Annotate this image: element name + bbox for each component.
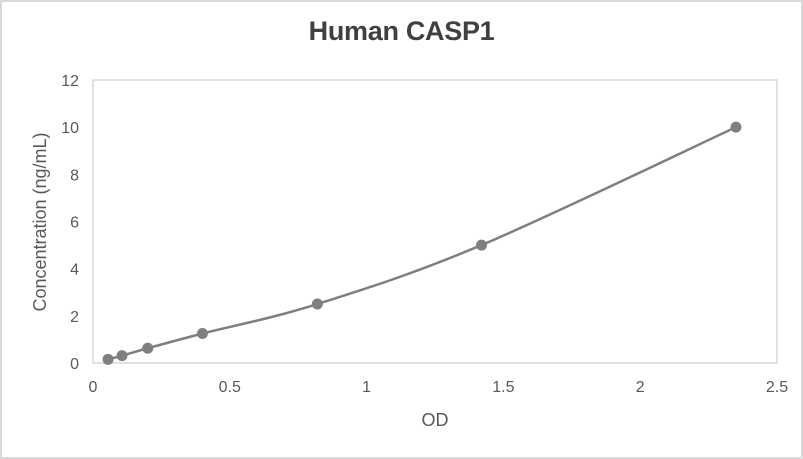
y-tick-label: 10 bbox=[61, 120, 79, 137]
x-axis-label: OD bbox=[422, 410, 449, 430]
data-point-marker bbox=[730, 121, 742, 133]
x-tick-label: 0 bbox=[89, 379, 98, 396]
y-tick-label: 12 bbox=[61, 73, 79, 90]
x-tick-label: 2 bbox=[636, 379, 645, 396]
y-axis-ticks: 0 2 4 6 8 10 12 bbox=[61, 73, 79, 373]
x-axis-ticks: 0 0.5 1 1.5 2 2.5 bbox=[89, 379, 789, 396]
data-point-marker bbox=[142, 342, 154, 354]
series-line bbox=[107, 126, 737, 361]
x-tick-label: 1.5 bbox=[492, 379, 514, 396]
y-tick-label: 8 bbox=[70, 167, 79, 184]
y-tick-label: 2 bbox=[70, 309, 79, 326]
y-tick-label: 0 bbox=[70, 356, 79, 373]
y-tick-label: 6 bbox=[70, 215, 79, 232]
series-markers bbox=[102, 121, 742, 365]
data-point-marker bbox=[116, 350, 128, 362]
x-tick-label: 2.5 bbox=[766, 379, 788, 396]
x-tick-label: 0.5 bbox=[219, 379, 241, 396]
data-point-marker bbox=[476, 239, 488, 251]
plot-area bbox=[92, 79, 778, 364]
x-tick-label: 1 bbox=[362, 379, 371, 396]
y-tick-label: 4 bbox=[70, 262, 79, 279]
data-point-marker bbox=[311, 298, 323, 310]
y-axis-label: Concentration (ng/mL) bbox=[30, 132, 50, 311]
data-point-marker bbox=[196, 328, 208, 340]
data-point-marker bbox=[102, 353, 114, 365]
chart-title: Human CASP1 bbox=[308, 16, 495, 46]
